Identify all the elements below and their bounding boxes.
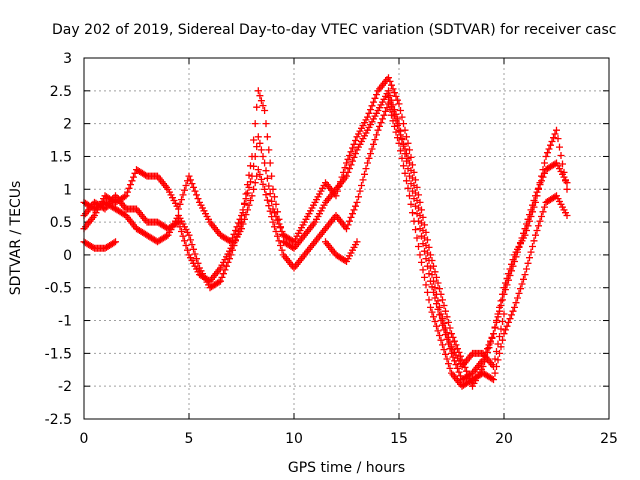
y-tick-label: 2 — [63, 117, 72, 133]
x-tick-label: 20 — [495, 431, 513, 447]
y-axis-label: SDTVAR / TECUs — [8, 181, 24, 296]
plot-frame — [83, 57, 610, 420]
x-tick-label: 5 — [185, 431, 194, 447]
series-markers — [322, 238, 361, 265]
series-markers — [80, 87, 571, 384]
y-tick-label: 1.5 — [50, 149, 72, 165]
series-track-4 — [80, 238, 119, 252]
y-tick-label: -0.5 — [45, 281, 72, 297]
series-track-5 — [322, 238, 361, 265]
x-axis-label: GPS time / hours — [288, 460, 405, 476]
y-tick-label: -1.5 — [45, 346, 72, 362]
x-tick-label: 10 — [285, 431, 303, 447]
series-markers — [80, 238, 119, 252]
axis-ticks: 0 5 10 15 20 25 -2.5 -2 -1.5 -1 -0.5 0 0.5 1 1.5 2 2.5 3 — [45, 51, 618, 447]
y-tick-label: -2.5 — [45, 412, 72, 428]
series-track-6 — [385, 93, 508, 370]
data-series — [80, 74, 571, 390]
y-tick-label: 2.5 — [50, 84, 72, 100]
x-tick-label: 0 — [80, 431, 89, 447]
y-tick-label: -1 — [58, 314, 72, 330]
series-track-1 — [80, 87, 571, 384]
y-tick-label: 1 — [63, 182, 72, 198]
x-tick-label: 25 — [600, 431, 618, 447]
x-tick-label: 15 — [390, 431, 408, 447]
series-markers — [385, 93, 508, 370]
chart-title: Day 202 of 2019, Sidereal Day-to-day VTE… — [52, 22, 616, 38]
y-tick-label: -2 — [58, 379, 72, 395]
y-tick-label: 0.5 — [50, 215, 72, 231]
y-tick-label: 0 — [63, 248, 72, 264]
y-tick-label: 3 — [63, 51, 72, 67]
